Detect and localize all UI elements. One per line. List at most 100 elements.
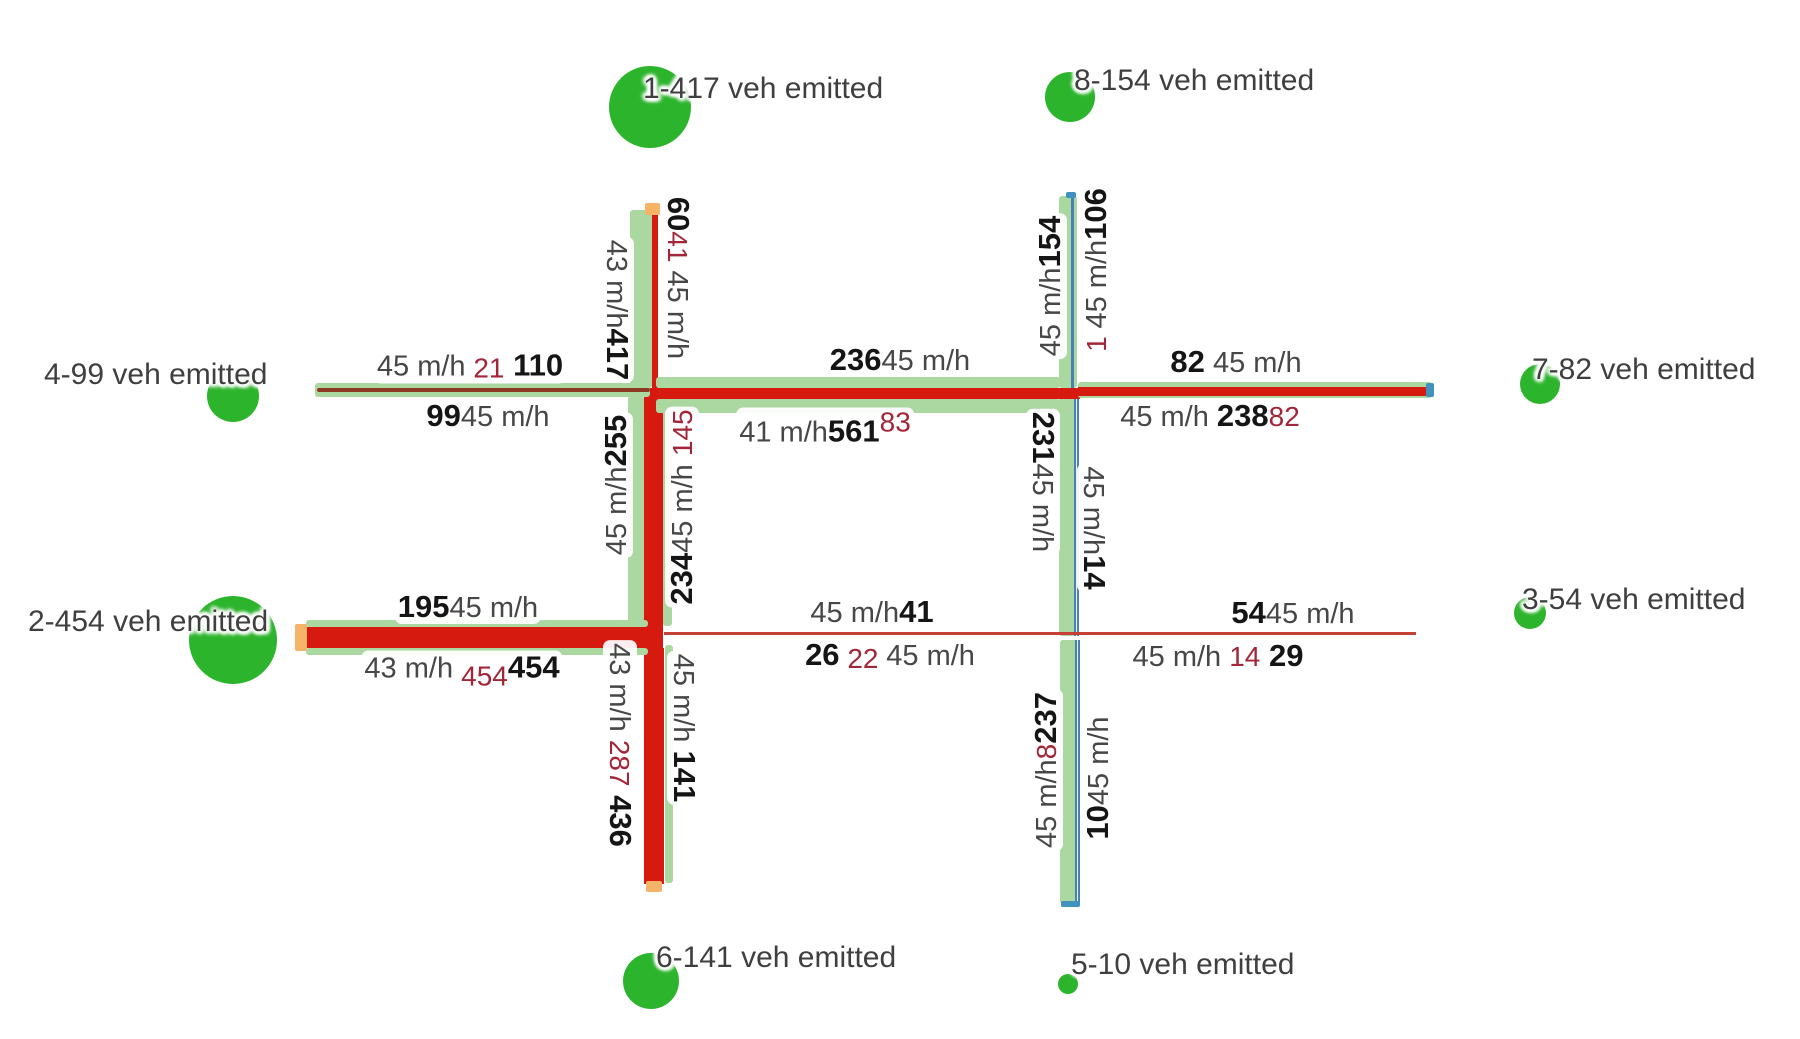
label-ne-south-left: 45 m/h8237 — [1028, 689, 1063, 851]
label-h1-west-below-speed-text: 45 m/h — [460, 401, 550, 433]
label-h2-mid-below: 26 22 45 m/h — [802, 638, 978, 674]
emitter-label-1: 1-417 veh emitted — [643, 72, 884, 105]
label-ne-mid-left-count-text: 231 — [1026, 411, 1061, 464]
emitter-circle-6 — [623, 953, 679, 1009]
label-h1-mid-above-count-text: 236 — [829, 342, 882, 377]
road-nw-north-redline — [652, 214, 658, 388]
label-nw-south-left-speed-text: 43 m/h — [603, 643, 635, 740]
road-nw-south-tip — [646, 881, 662, 892]
label-nw-south-left: 43 m/h 287 436 — [603, 640, 638, 850]
road-nw-mid-red — [644, 388, 663, 652]
road-h1-east-red — [1078, 387, 1428, 396]
label-h1-east-above: 82 45 m/h — [1167, 344, 1305, 379]
label-h2-west-below-speed-text: 43 m/h — [364, 652, 462, 685]
label-h2-west-above-count-text: 195 — [397, 589, 450, 624]
label-nw-mid-right-count-text: 234 — [664, 552, 699, 605]
label-h2-west-below: 43 m/h 454454 — [361, 649, 563, 692]
label-h2-east-below: 45 m/h 14 29 — [1129, 639, 1307, 673]
road-ne-south-tip — [1061, 901, 1080, 907]
label-h2-west-below-count-text: 454 — [507, 649, 560, 685]
label-h1-mid-below-speed-text: 41 m/h — [739, 416, 828, 449]
emitter-label-3: 3-54 veh emitted — [1522, 583, 1746, 616]
label-ne-north-left-speed-text: 45 m/h — [1035, 267, 1067, 357]
label-h2-west-below-red-text: 454 — [461, 660, 508, 692]
label-h1-east-below: 45 m/h 23882 — [1117, 399, 1303, 433]
label-h1-east-above-speed-text: 45 m/h — [1204, 347, 1302, 379]
emitter-label-5: 5-10 veh emitted — [1071, 948, 1295, 981]
emitter-circle-3 — [1514, 597, 1546, 629]
label-h2-east-below-red-text: 14 — [1229, 641, 1261, 672]
label-h2-east-above: 5445 m/h — [1228, 596, 1358, 630]
emitter-label-2: 2-454 veh emitted — [28, 605, 269, 638]
label-h1-west-above-count-text: 110 — [504, 347, 564, 383]
label-nw-north-left-speed-text: 43 m/h — [600, 239, 632, 329]
label-nw-south-left-red-text: 287 — [604, 739, 635, 787]
emitter-circle-5 — [1058, 974, 1078, 994]
label-ne-mid-right-count-text: 14 — [1077, 555, 1112, 590]
road-ne-south-green — [1060, 640, 1077, 904]
label-h2-east-above-speed-text: 45 m/h — [1265, 598, 1355, 630]
label-ne-north-left: 45 m/h154 — [1032, 212, 1067, 360]
label-ne-mid-left: 23145 m/h — [1026, 408, 1061, 556]
label-h1-mid-below-count-text: 561 — [827, 413, 880, 449]
road-h2-mid-redline — [664, 632, 1064, 635]
road-h2-east-redline — [1064, 632, 1416, 635]
label-h1-mid-below: 41 m/h56183 — [736, 406, 914, 449]
emitter-label-8: 8-154 veh emitted — [1074, 64, 1315, 97]
label-h1-mid-above-speed-text: 45 m/h — [881, 345, 971, 377]
label-nw-mid-right: 23445 m/h 145 — [664, 406, 699, 608]
label-h2-mid-above-count-text: 41 — [899, 594, 934, 629]
road-nw-north-green — [630, 210, 652, 388]
label-nw-south-left-count-text: 436 — [603, 786, 638, 847]
label-ne-south-right: 1045 m/h — [1080, 713, 1115, 843]
label-nw-north-left: 43 m/h417 — [600, 236, 635, 384]
road-h1-mid-green-top — [656, 377, 1060, 388]
label-ne-north-right-count-text: 106 — [1078, 188, 1113, 240]
road-ne-south-blueline — [1075, 640, 1080, 904]
label-h2-west-above: 19545 m/h — [394, 589, 542, 624]
emitter-circle-1 — [609, 66, 691, 148]
emitter-label-6: 6-141 veh emitted — [656, 941, 897, 974]
road-nw-north-tip — [645, 203, 660, 215]
label-ne-south-left-speed-text: 45 m/h — [1031, 759, 1063, 848]
label-h2-mid-below-speed-text: 45 m/h — [886, 640, 975, 672]
label-nw-mid-left-speed-text: 45 m/h — [601, 466, 633, 556]
label-ne-north-right: 1 45 m/h106 — [1078, 185, 1113, 355]
emitter-circle-8 — [1045, 72, 1095, 122]
road-ne-mid-blueline — [1074, 398, 1079, 636]
road-h2-west-tip — [295, 624, 307, 651]
label-ne-north-right-speed-text: 45 m/h — [1081, 239, 1113, 329]
road-nw-south-red — [644, 648, 664, 884]
label-h1-east-below-count-text: 238 — [1216, 398, 1269, 433]
emitter-label-7: 7-82 veh emitted — [1532, 353, 1756, 386]
emitter-circle-2 — [189, 596, 277, 684]
label-h1-east-below-red-text: 82 — [1268, 401, 1300, 432]
label-ne-south-right-count-text: 10 — [1080, 805, 1115, 840]
label-h2-mid-below-count-text: 26 — [805, 637, 840, 672]
label-nw-north-right: 6041 45 m/h — [661, 193, 696, 363]
label-nw-north-right-red-text: 41 — [662, 231, 693, 263]
road-h1-mid-red — [650, 388, 1080, 399]
road-h1-west-maroon — [317, 388, 650, 392]
road-h1-east-tip — [1426, 383, 1434, 397]
label-h1-west-below: 9945 m/h — [423, 399, 553, 433]
label-nw-north-left-count-text: 417 — [600, 328, 635, 381]
label-ne-north-right-red-text: 1 — [1081, 328, 1112, 352]
road-ne-mid-green — [1059, 396, 1076, 636]
label-h1-west-above: 45 m/h 21 110 — [373, 347, 567, 384]
label-nw-mid-left: 45 m/h255 — [598, 411, 633, 559]
emitter-label-4: 4-99 veh emitted — [44, 358, 268, 391]
label-h2-mid-above-speed-text: 45 m/h — [810, 597, 900, 629]
label-ne-mid-left-speed-text: 45 m/h — [1026, 463, 1058, 553]
label-nw-north-right-speed-text: 45 m/h — [661, 262, 693, 360]
label-nw-mid-right-red-text: 145 — [667, 409, 698, 457]
label-ne-mid-right: 45 m/h14 — [1077, 463, 1112, 593]
label-h1-east-above-count-text: 82 — [1170, 344, 1205, 379]
label-nw-mid-left-count-text: 255 — [598, 414, 633, 467]
emitter-circle-7 — [1520, 364, 1560, 404]
label-h1-west-above-speed-text: 45 m/h — [376, 350, 466, 383]
label-nw-south-right: 45 m/h 141 — [667, 650, 702, 806]
label-h1-mid-below-red-text: 83 — [879, 406, 911, 438]
label-nw-south-right-speed-text: 45 m/h — [667, 653, 699, 751]
